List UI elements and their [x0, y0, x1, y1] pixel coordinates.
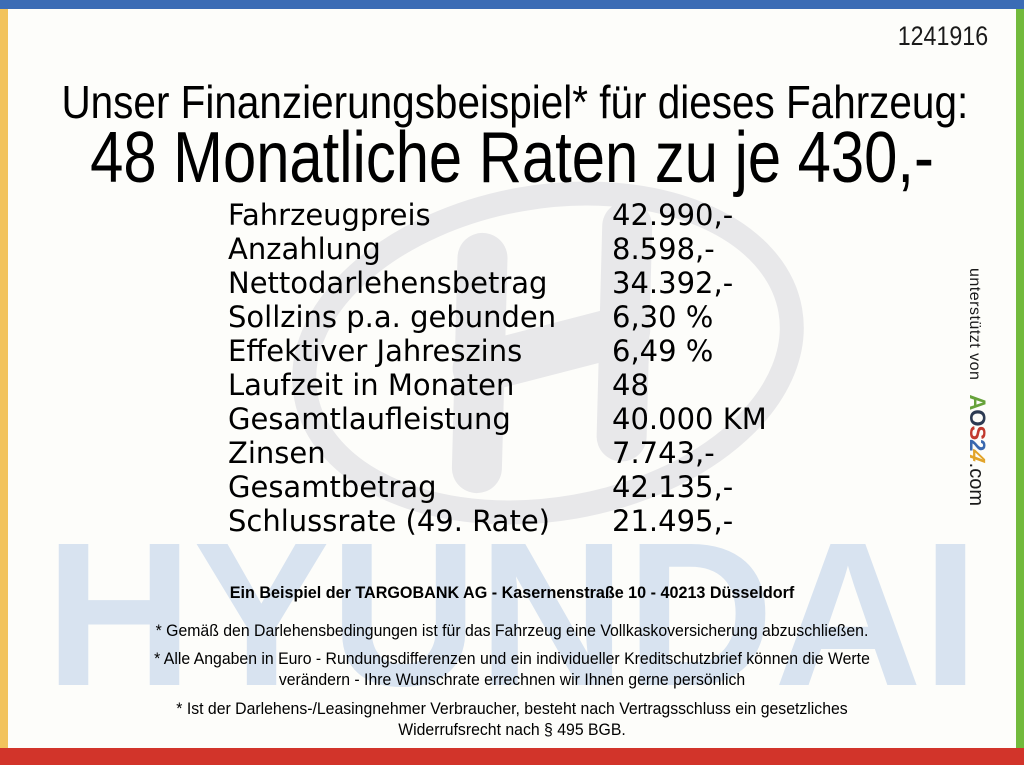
row-label: Anzahlung [228, 232, 381, 266]
row-label: Laufzeit in Monaten [228, 368, 515, 402]
hyundai-h-logo-icon [292, 181, 804, 525]
table-row: Anzahlung 8.598,- [228, 232, 788, 266]
row-value: 42.990,- [612, 198, 734, 232]
row-label: Effektiver Jahreszins [228, 334, 523, 368]
aos24-domain-suffix: .com [965, 462, 987, 506]
document-number: 1241916 [897, 21, 988, 51]
row-label: Fahrzeugpreis [228, 198, 431, 232]
table-row: Nettodarlehensbetrag 34.392,- [228, 266, 788, 300]
row-value: 7.743,- [612, 436, 715, 470]
row-value: 6,30 % [612, 300, 714, 334]
table-row: Fahrzeugpreis 42.990,- [228, 198, 788, 232]
supported-by-sidebar: unterstützt von AOS24.com [961, 268, 990, 506]
row-value: 48 [612, 368, 649, 402]
aos24-letter-s: S [965, 425, 990, 440]
row-value: 34.392,- [612, 266, 734, 300]
table-row: Laufzeit in Monaten 48 [228, 368, 788, 402]
footnote-withdrawal-right: * Ist der Darlehens-/Leasingnehmer Verbr… [36, 698, 988, 740]
bottom-border-bar [0, 748, 1024, 765]
aos24-letter-a: A [965, 394, 990, 410]
table-row: Zinsen 7.743,- [228, 436, 788, 470]
bank-example-line: Ein Beispiel der TARGOBANK AG - Kasernen… [229, 583, 795, 602]
row-value: 40.000 KM [612, 402, 767, 436]
row-label: Sollzins p.a. gebunden [228, 300, 557, 334]
supported-by-text: unterstützt von [966, 268, 983, 381]
table-row: Effektiver Jahreszins 6,49 % [228, 334, 788, 368]
aos24-digit-4: 4 [965, 448, 990, 464]
table-row: Gesamtlaufleistung 40.000 KM [228, 402, 788, 436]
row-label: Nettodarlehensbetrag [228, 266, 548, 300]
page-title: Unser Finanzierungsbeispiel* für dieses … [61, 76, 969, 128]
row-value: 21.495,- [612, 504, 734, 538]
top-border-bar [0, 0, 1024, 9]
left-border-strip [0, 9, 8, 748]
aos24-letter-o: O [965, 409, 990, 426]
row-value: 8.598,- [612, 232, 715, 266]
aos24-logo: AOS24.com [965, 394, 990, 506]
footnote-insurance: * Gemäß den Darlehensbedingungen ist für… [36, 620, 988, 641]
footnote-line: * Ist der Darlehens-/Leasingnehmer Verbr… [176, 699, 848, 718]
row-label: Gesamtlaufleistung [228, 402, 511, 436]
footnote-line: verändern - Ihre Wunschrate errechnen wi… [278, 670, 746, 689]
row-label: Gesamtbetrag [228, 470, 437, 504]
footnote-line: * Alle Angaben in Euro - Rundungsdiffere… [154, 649, 870, 668]
table-row: Sollzins p.a. gebunden 6,30 % [228, 300, 788, 334]
row-label: Zinsen [228, 436, 326, 470]
right-border-strip [1016, 9, 1024, 748]
hyundai-wordmark-watermark: HYUNDAI [45, 500, 979, 729]
row-label: Schlussrate (49. Rate) [228, 504, 550, 538]
table-row: Schlussrate (49. Rate) 21.495,- [228, 504, 788, 538]
row-value: 42.135,- [612, 470, 734, 504]
finance-table: Fahrzeugpreis 42.990,- Anzahlung 8.598,-… [228, 198, 788, 538]
footnote-line: Widerrufsrecht nach § 495 BGB. [398, 720, 626, 739]
row-value: 6,49 % [612, 334, 714, 368]
table-row: Gesamtbetrag 42.135,- [228, 470, 788, 504]
footnote-line: * Gemäß den Darlehensbedingungen ist für… [155, 621, 869, 640]
footnote-euro-rounding: * Alle Angaben in Euro - Rundungsdiffere… [36, 648, 988, 690]
monthly-rate-headline: 48 Monatliche Raten zu je 430,- [90, 118, 934, 198]
